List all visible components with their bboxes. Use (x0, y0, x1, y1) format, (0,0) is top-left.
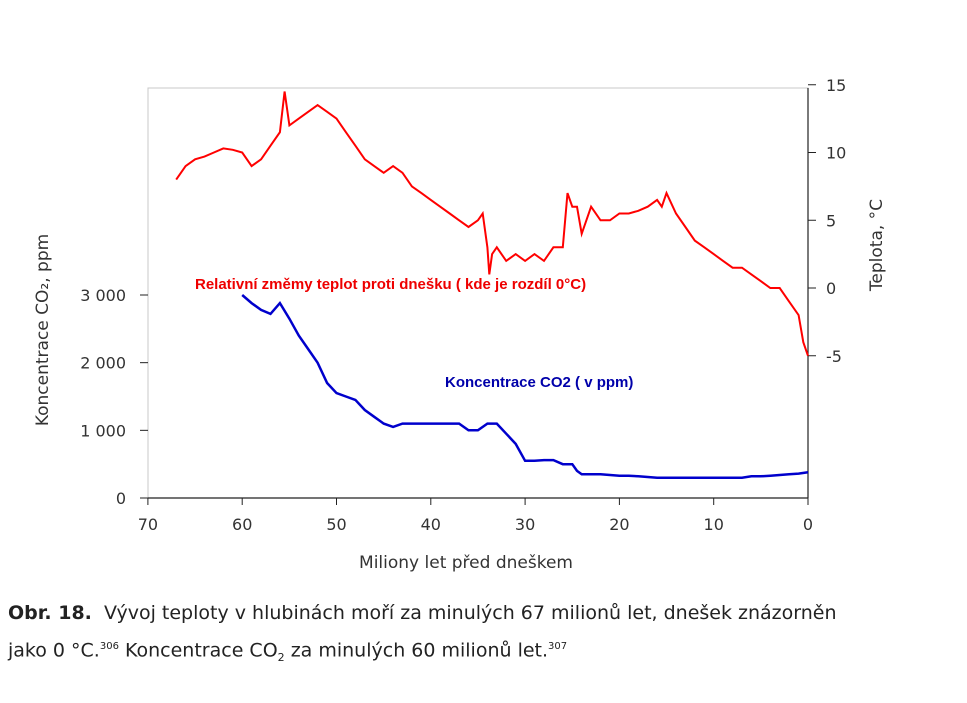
caption-label: Obr. 18. (8, 602, 92, 624)
right-tick-label: 0 (826, 279, 836, 298)
caption-line-1: Obr. 18. Vývoj teploty v hlubinách moří … (8, 596, 958, 630)
figure-caption: Obr. 18. Vývoj teploty v hlubinách moří … (8, 596, 958, 675)
left-axis-ticks: 3 000 2 000 1 000 0 (80, 286, 148, 508)
left-axis-label: Koncentrace CO₂, ppm (33, 234, 53, 426)
x-tick-label: 60 (232, 515, 252, 534)
temperature-series-label: Relativní změmy teplot proti dnešku ( kd… (195, 276, 586, 293)
caption-text-2c: za minulých 60 milionů let. (284, 639, 549, 662)
temperature-series-line (175, 91, 809, 357)
x-axis-ticks: 70 60 50 40 30 20 10 0 (138, 498, 813, 534)
x-tick-label: 50 (326, 515, 346, 534)
right-axis-label: Teplota, °C (867, 199, 887, 292)
caption-line-2: jako 0 °C.306 Koncentrace CO2 za minulýc… (8, 630, 958, 675)
caption-ref-1: 306 (99, 641, 119, 652)
caption-ref-2: 307 (548, 641, 568, 652)
caption-subscript: 2 (277, 651, 285, 665)
x-tick-label: 40 (421, 515, 441, 534)
right-tick-label: 5 (826, 211, 836, 230)
caption-text-2b: Koncentrace CO (118, 639, 278, 662)
right-tick-label: 15 (826, 76, 846, 95)
caption-text-2a: jako 0 °C. (8, 639, 100, 662)
left-tick-label: 0 (116, 489, 126, 508)
right-tick-label: 10 (826, 144, 846, 163)
caption-text-1: Vývoj teploty v hlubinách moří za minulý… (104, 602, 837, 624)
x-tick-label: 0 (803, 515, 813, 534)
left-tick-label: 3 000 (80, 286, 126, 305)
co2-series-line (241, 294, 809, 479)
plot-frame (147, 87, 809, 499)
x-tick-label: 30 (515, 515, 535, 534)
co2-series-label: Koncentrace CO2 ( v ppm) (445, 374, 633, 391)
x-tick-label: 10 (704, 515, 724, 534)
x-axis-label: Miliony let před dneškem (359, 553, 573, 573)
left-tick-label: 2 000 (80, 354, 126, 373)
left-tick-label: 1 000 (80, 421, 126, 440)
x-tick-label: 70 (138, 515, 158, 534)
right-tick-label: -5 (826, 347, 842, 366)
x-tick-label: 20 (609, 515, 629, 534)
right-axis-ticks: 15 10 5 0 -5 (808, 76, 846, 366)
